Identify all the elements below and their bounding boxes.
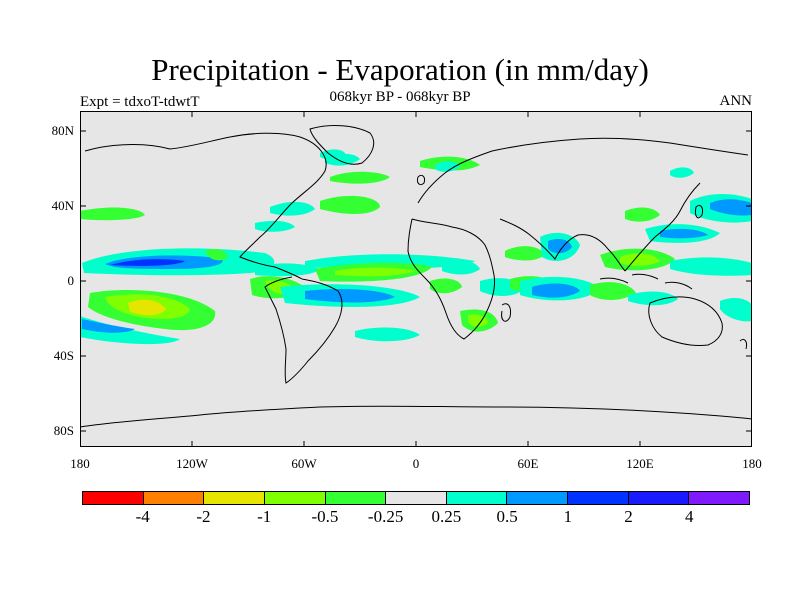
- lon-label-180-east: 180: [742, 456, 762, 471]
- coast-south-america: [264, 276, 343, 384]
- coast-south-asia: [499, 218, 626, 272]
- indian-ocean-core: [532, 283, 580, 298]
- colorbar-box: [325, 492, 387, 504]
- colorbar-label: 4: [685, 507, 694, 526]
- northwest-pacific-core: [710, 199, 752, 216]
- north-atlantic-wet: [270, 201, 315, 216]
- map-background: [80, 111, 752, 447]
- lon-label-180-west: 180: [70, 456, 90, 471]
- australia-east-wet: [720, 298, 752, 322]
- colorbar-box: [689, 492, 750, 504]
- colorbar-label: 0.25: [431, 507, 462, 526]
- precip-evap-field: [80, 149, 752, 345]
- coast-greenland: [309, 125, 375, 165]
- coast-indonesia: [599, 273, 693, 290]
- arctic-wet-2: [435, 161, 460, 172]
- east-asia-dry: [625, 207, 660, 222]
- coast-new-zealand: [739, 338, 747, 350]
- maritime-dry-core: [620, 253, 660, 266]
- lat-label-80s: 80S: [53, 423, 74, 438]
- lon-label-120e: 120E: [626, 456, 654, 471]
- north-atlantic-dry-2: [330, 171, 390, 184]
- west-africa-wet: [442, 260, 480, 275]
- north-pacific-dry: [80, 207, 145, 221]
- season-label: ANN: [719, 93, 753, 109]
- coast-australia: [648, 296, 723, 346]
- brazil-coast-wet: [355, 327, 420, 342]
- colorbar-box: [446, 492, 508, 504]
- lon-label-60w: 60W: [291, 456, 317, 471]
- coast-north-america: [84, 132, 327, 280]
- lat-label-40n: 40N: [51, 198, 74, 213]
- colorbar-box: [143, 492, 205, 504]
- east-africa-dry: [430, 278, 462, 294]
- lon-label-0: 0: [412, 456, 420, 471]
- map: [80, 111, 752, 447]
- coast-europe-asia: [417, 137, 749, 204]
- colorbar-box: [264, 492, 326, 504]
- coastlines: [80, 125, 752, 428]
- coast-africa: [407, 218, 495, 340]
- south-atlantic-wet-core: [305, 289, 395, 303]
- colorbar-box: [83, 492, 144, 504]
- colorbar-box: [204, 492, 265, 504]
- coast-japan: [695, 204, 703, 219]
- coast-madagascar: [501, 303, 511, 322]
- colorbar-label: -4: [135, 507, 150, 526]
- lat-label-80n: 80N: [51, 123, 74, 138]
- central-america-dry: [205, 249, 228, 261]
- south-pacific-dry-max: [128, 299, 166, 316]
- colorbar: [82, 491, 750, 505]
- gulf-stream-wet: [255, 220, 295, 232]
- siberia-wet: [670, 167, 694, 178]
- map-ticks: [80, 111, 752, 447]
- arabian-sea-dry: [505, 246, 545, 261]
- colorbar-label: -2: [196, 507, 211, 526]
- lat-label-40s: 40S: [53, 348, 74, 363]
- colorbar-label: 0.5: [496, 507, 518, 526]
- plot-title: Precipitation - Evaporation (in mm/day): [151, 52, 649, 87]
- south-pacific-wet-core: [82, 319, 135, 333]
- coast-uk: [417, 174, 425, 186]
- australia-north-wet: [628, 291, 678, 306]
- pacific-itcz-max: [110, 259, 185, 266]
- lon-label-60e: 60E: [517, 456, 539, 471]
- lat-label-0: 0: [67, 273, 75, 288]
- colorbar-label: 1: [563, 507, 573, 526]
- colorbar-label: -0.5: [311, 507, 339, 526]
- colorbar-label: -0.25: [367, 507, 404, 526]
- colorbar-box: [386, 492, 447, 504]
- coast-antarctica: [80, 405, 752, 428]
- experiment-label: Expt = tdxoT-tdwtT: [80, 94, 200, 110]
- west-pacific-wet-2: [670, 257, 752, 276]
- coast-east-asia: [624, 182, 701, 272]
- plot-subtitle: 068kyr BP - 068kyr BP: [329, 89, 471, 105]
- colorbar-label: 2: [624, 507, 633, 526]
- colorbar-box: [507, 492, 569, 504]
- atlantic-equatorial-dry-core: [335, 267, 415, 277]
- colorbar-box: [628, 492, 690, 504]
- colorbar-label: -1: [257, 507, 272, 526]
- south-indian-dry: [590, 282, 636, 300]
- lon-label-120w: 120W: [176, 456, 208, 471]
- north-atlantic-dry-1: [320, 195, 380, 214]
- west-pacific-core: [660, 228, 708, 239]
- colorbar-box: [568, 492, 629, 504]
